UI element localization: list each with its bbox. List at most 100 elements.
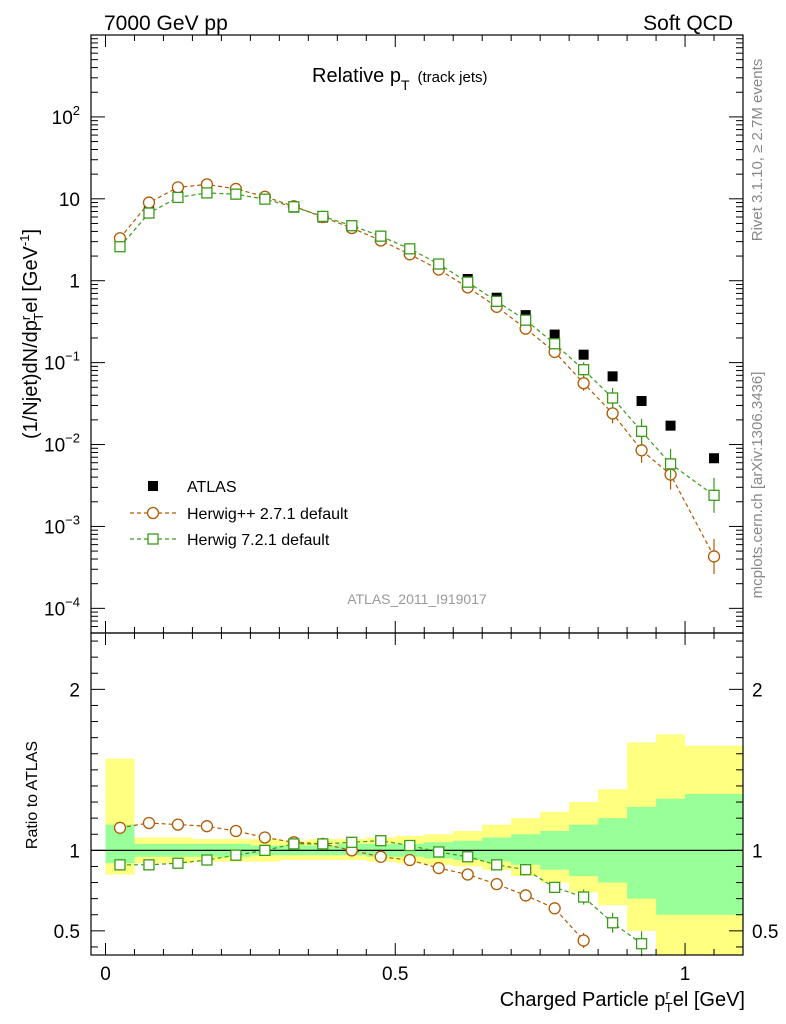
header-left: 7000 GeV pp	[104, 12, 228, 35]
main-point-2-15	[548, 338, 561, 350]
ratio-point-0-16	[577, 934, 590, 947]
ratio-point-1-9	[375, 835, 387, 847]
ratio-point-1-14	[520, 864, 532, 876]
main-point-0-17	[607, 371, 618, 382]
main-point-2-3	[201, 187, 213, 199]
legend-herwig7-label: Herwig 7.2.1 default	[187, 532, 330, 549]
plot-title-sub: T	[401, 77, 410, 93]
x-tick-label: 0	[100, 964, 111, 985]
legend: ATLAS Herwig++ 2.7.1 default Herwig 7.2.…	[130, 479, 349, 549]
main-y-tick-label: 10−4	[44, 594, 80, 620]
ratio-y-tick-label-right: 2	[752, 680, 763, 701]
ratio-point-1-1	[143, 859, 155, 871]
ratio-point-0-14	[519, 889, 532, 902]
ratio-point-0-13	[490, 878, 503, 891]
ratio-point-1-4	[230, 849, 242, 861]
ratio-band-inner	[105, 794, 743, 915]
main-y-tick-exponent: −2	[65, 431, 80, 446]
main-point-2-0	[114, 241, 126, 253]
main-y-tick-exponent: −3	[65, 512, 80, 527]
ratio-point-1-16	[577, 891, 590, 903]
legend-atlas-marker	[148, 481, 158, 491]
ratio-point-1-6	[288, 838, 300, 850]
ratio-point-1-2	[172, 857, 184, 869]
main-y-tick-label: 102	[52, 103, 80, 129]
ratio-point-0-1	[142, 816, 156, 830]
main-point-1-17	[606, 407, 619, 420]
ratio-y-tick-label-left: 0.5	[54, 922, 80, 943]
main-point-2-9	[375, 230, 387, 242]
ratio-y-tick-label-left: 2	[69, 680, 80, 701]
ratio-point-0-3	[200, 820, 214, 833]
main-line-1	[119, 183, 715, 557]
main-point-2-20	[708, 489, 720, 501]
main-y-tick-label: 10−2	[44, 431, 80, 457]
main-point-1-20	[707, 550, 721, 563]
ratio-point-0-5	[258, 831, 272, 844]
ratio-point-1-12	[462, 851, 474, 863]
x-axis-label: Charged Particle pr Tel [GeV]	[500, 987, 745, 1015]
main-point-1-18	[635, 444, 648, 457]
main-y-tick-base: 10	[44, 517, 65, 538]
ratio-y-tick-label-right: 0.5	[752, 922, 778, 943]
legend-herwigpp-marker	[146, 506, 160, 520]
x-tick-label: 0.5	[382, 964, 408, 985]
rivet-version-label: Rivet 3.1.10, ≥ 2.7M events	[749, 59, 766, 242]
ratio-point-0-4	[229, 824, 243, 838]
ratio-y-tick-label-left: 1	[69, 841, 80, 862]
x-tick-label: 1	[680, 964, 691, 985]
analysis-watermark: ATLAS_2011_I919017	[347, 591, 487, 607]
main-y-tick-label: 1	[69, 272, 80, 293]
main-point-2-5	[259, 193, 271, 205]
main-y-tick-base: 10	[44, 354, 65, 375]
main-y-tick-exponent: −4	[65, 594, 80, 609]
main-point-2-1	[143, 207, 155, 219]
main-bands-layer	[113, 178, 721, 574]
main-point-2-14	[520, 314, 532, 326]
ratio-point-1-11	[433, 846, 445, 858]
main-y-axis-label: (1/Njet)dN/dprTel [GeV-1]	[17, 229, 46, 439]
ratio-point-1-3	[201, 854, 213, 866]
main-point-2-2	[172, 191, 184, 204]
legend-herwigpp-label: Herwig++ 2.7.1 default	[187, 506, 349, 523]
main-y-tick-label: 10−1	[44, 349, 80, 375]
ratio-point-1-10	[404, 839, 416, 852]
ratio-point-1-0	[114, 859, 126, 871]
ratio-point-0-12	[461, 868, 474, 881]
main-point-2-10	[404, 243, 416, 255]
ratio-point-1-13	[491, 859, 503, 871]
ratio-point-0-11	[432, 861, 445, 875]
main-point-0-19	[665, 420, 676, 431]
main-point-0-16	[578, 349, 589, 360]
ratio-point-0-15	[548, 902, 561, 915]
ratio-point-1-7	[317, 838, 329, 850]
plot-title: Relative pT (track jets)	[312, 65, 488, 93]
main-point-0-18	[636, 395, 647, 406]
main-point-2-18	[635, 425, 648, 437]
ratio-y-axis-label: Ratio to ATLAS	[24, 741, 41, 849]
main-point-2-17	[606, 392, 619, 404]
ratio-point-0-0	[113, 821, 127, 834]
main-y-tick-label: 10	[59, 190, 80, 211]
ratio-plot-frame	[90, 632, 744, 956]
main-line-2	[119, 192, 715, 496]
ratio-point-0-2	[171, 818, 185, 831]
main-point-0-20	[709, 453, 720, 464]
header-right: Soft QCD	[643, 12, 733, 35]
ratio-layer	[91, 734, 743, 957]
main-point-2-7	[317, 210, 329, 223]
main-point-0-15	[549, 329, 560, 340]
main-y-tick-base: 10	[44, 436, 65, 457]
main-point-2-19	[664, 458, 677, 470]
main-point-2-16	[577, 364, 590, 376]
ratio-point-1-18	[635, 938, 648, 950]
main-point-1-1	[142, 196, 156, 209]
ratio-point-0-9	[374, 850, 387, 863]
ratio-point-1-15	[548, 881, 561, 894]
mcplots-label: mcplots.cern.ch [arXiv:1306.3436]	[749, 372, 766, 599]
ratio-y-tick-label-right: 1	[752, 841, 763, 862]
main-y-tick-base: 1	[69, 272, 80, 293]
ratio-point-1-17	[606, 917, 619, 929]
